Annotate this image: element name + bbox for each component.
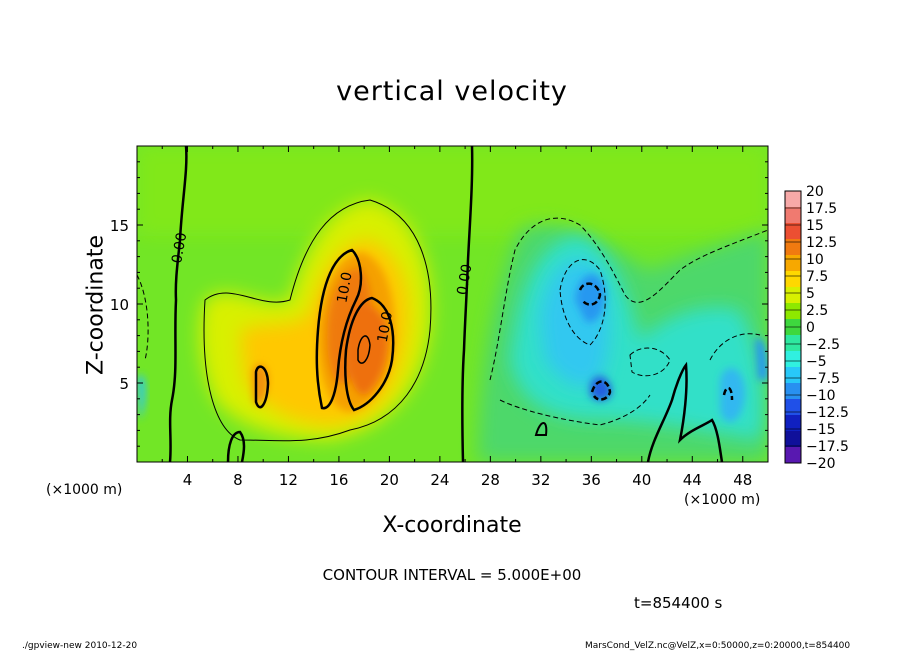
colorbar-label: −12.5 <box>806 405 849 421</box>
x-tick-label: 40 <box>632 471 651 489</box>
y-tick-label: 10 <box>110 296 129 314</box>
y-axis-ticks: 5 10 15 <box>110 161 768 447</box>
colorbar-label: 20 <box>806 184 824 200</box>
x-tick-label: 12 <box>279 471 298 489</box>
contour-label: 10.0 <box>375 310 396 343</box>
x-tick-label: 20 <box>380 471 399 489</box>
colorbar-label: −15 <box>806 422 836 438</box>
colorbar-swatch <box>785 191 801 208</box>
x-tick-label: 28 <box>481 471 500 489</box>
shaded-field <box>137 146 768 462</box>
colorbar-swatch <box>785 223 801 240</box>
colorbar-label: 2.5 <box>806 303 828 319</box>
colorbar-label: −17.5 <box>806 439 849 455</box>
colorbar-label: 0 <box>806 320 815 336</box>
time-label: t=854400 s <box>634 594 723 612</box>
x-tick-label: 8 <box>233 471 243 489</box>
y-tick-label: 15 <box>110 217 129 235</box>
chart-title: vertical velocity <box>336 76 568 107</box>
colorbar-swatch <box>785 271 801 288</box>
colorbar-label: 12.5 <box>806 235 837 251</box>
colorbar-label: −20 <box>806 456 836 472</box>
colorbar-swatch <box>785 207 801 224</box>
x-tick-label: 44 <box>683 471 702 489</box>
x-tick-label: 48 <box>733 471 752 489</box>
x-tick-label: 24 <box>430 471 449 489</box>
footer-program: ./gpview-new 2010-12-20 <box>22 641 138 651</box>
colorbar-label: −7.5 <box>806 371 840 387</box>
colorbar: 2017.51512.5107.552.50−2.5−5−7.5−10−12.5… <box>784 184 849 472</box>
colorbar-label: 7.5 <box>806 269 828 285</box>
colorbar-swatch <box>785 447 801 464</box>
colorbar-swatch <box>785 351 801 368</box>
x-axis-ticks: 4 8 12 16 20 24 28 32 36 40 44 48 <box>161 146 752 489</box>
colorbar-swatch <box>785 335 801 352</box>
colorbar-swatch <box>785 239 801 256</box>
colorbar-label: −10 <box>806 388 836 404</box>
x-unit-left: (×1000 m) <box>46 482 123 498</box>
colorbar-label: 10 <box>806 252 824 268</box>
colorbar-swatch <box>785 415 801 432</box>
colorbar-swatch <box>785 287 801 304</box>
colorbar-swatch <box>785 367 801 384</box>
colorbar-label: 17.5 <box>806 201 837 217</box>
colorbar-swatch <box>785 303 801 320</box>
colorbar-label: 5 <box>806 286 815 302</box>
x-tick-label: 4 <box>183 471 193 489</box>
x-tick-label: 32 <box>531 471 550 489</box>
colorbar-swatch <box>785 431 801 448</box>
colorbar-label: 15 <box>806 218 824 234</box>
contour-labels: 0.00 0.00 10.0 10.0 <box>169 231 475 343</box>
contour-label: 10.0 <box>334 271 355 304</box>
colorbar-label: −5 <box>806 354 827 370</box>
contour-label: 0.00 <box>454 263 475 296</box>
colorbar-swatch <box>785 383 801 400</box>
contour-interval-text: CONTOUR INTERVAL = 5.000E+00 <box>322 566 582 584</box>
y-axis-label: Z-coordinate <box>83 235 109 375</box>
y-tick-label: 5 <box>119 375 129 393</box>
contour-lines <box>137 146 768 462</box>
colorbar-swatch <box>785 255 801 272</box>
contour-label: 0.00 <box>169 231 190 264</box>
footer-source: MarsCond_VelZ.nc@VelZ,x=0:50000,z=0:2000… <box>585 641 851 651</box>
colorbar-label: −2.5 <box>806 337 840 353</box>
x-tick-label: 36 <box>582 471 601 489</box>
colorbar-swatch <box>785 399 801 416</box>
x-axis-label: X-coordinate <box>382 513 522 538</box>
x-tick-label: 16 <box>329 471 348 489</box>
x-unit-right: (×1000 m) <box>684 492 761 508</box>
